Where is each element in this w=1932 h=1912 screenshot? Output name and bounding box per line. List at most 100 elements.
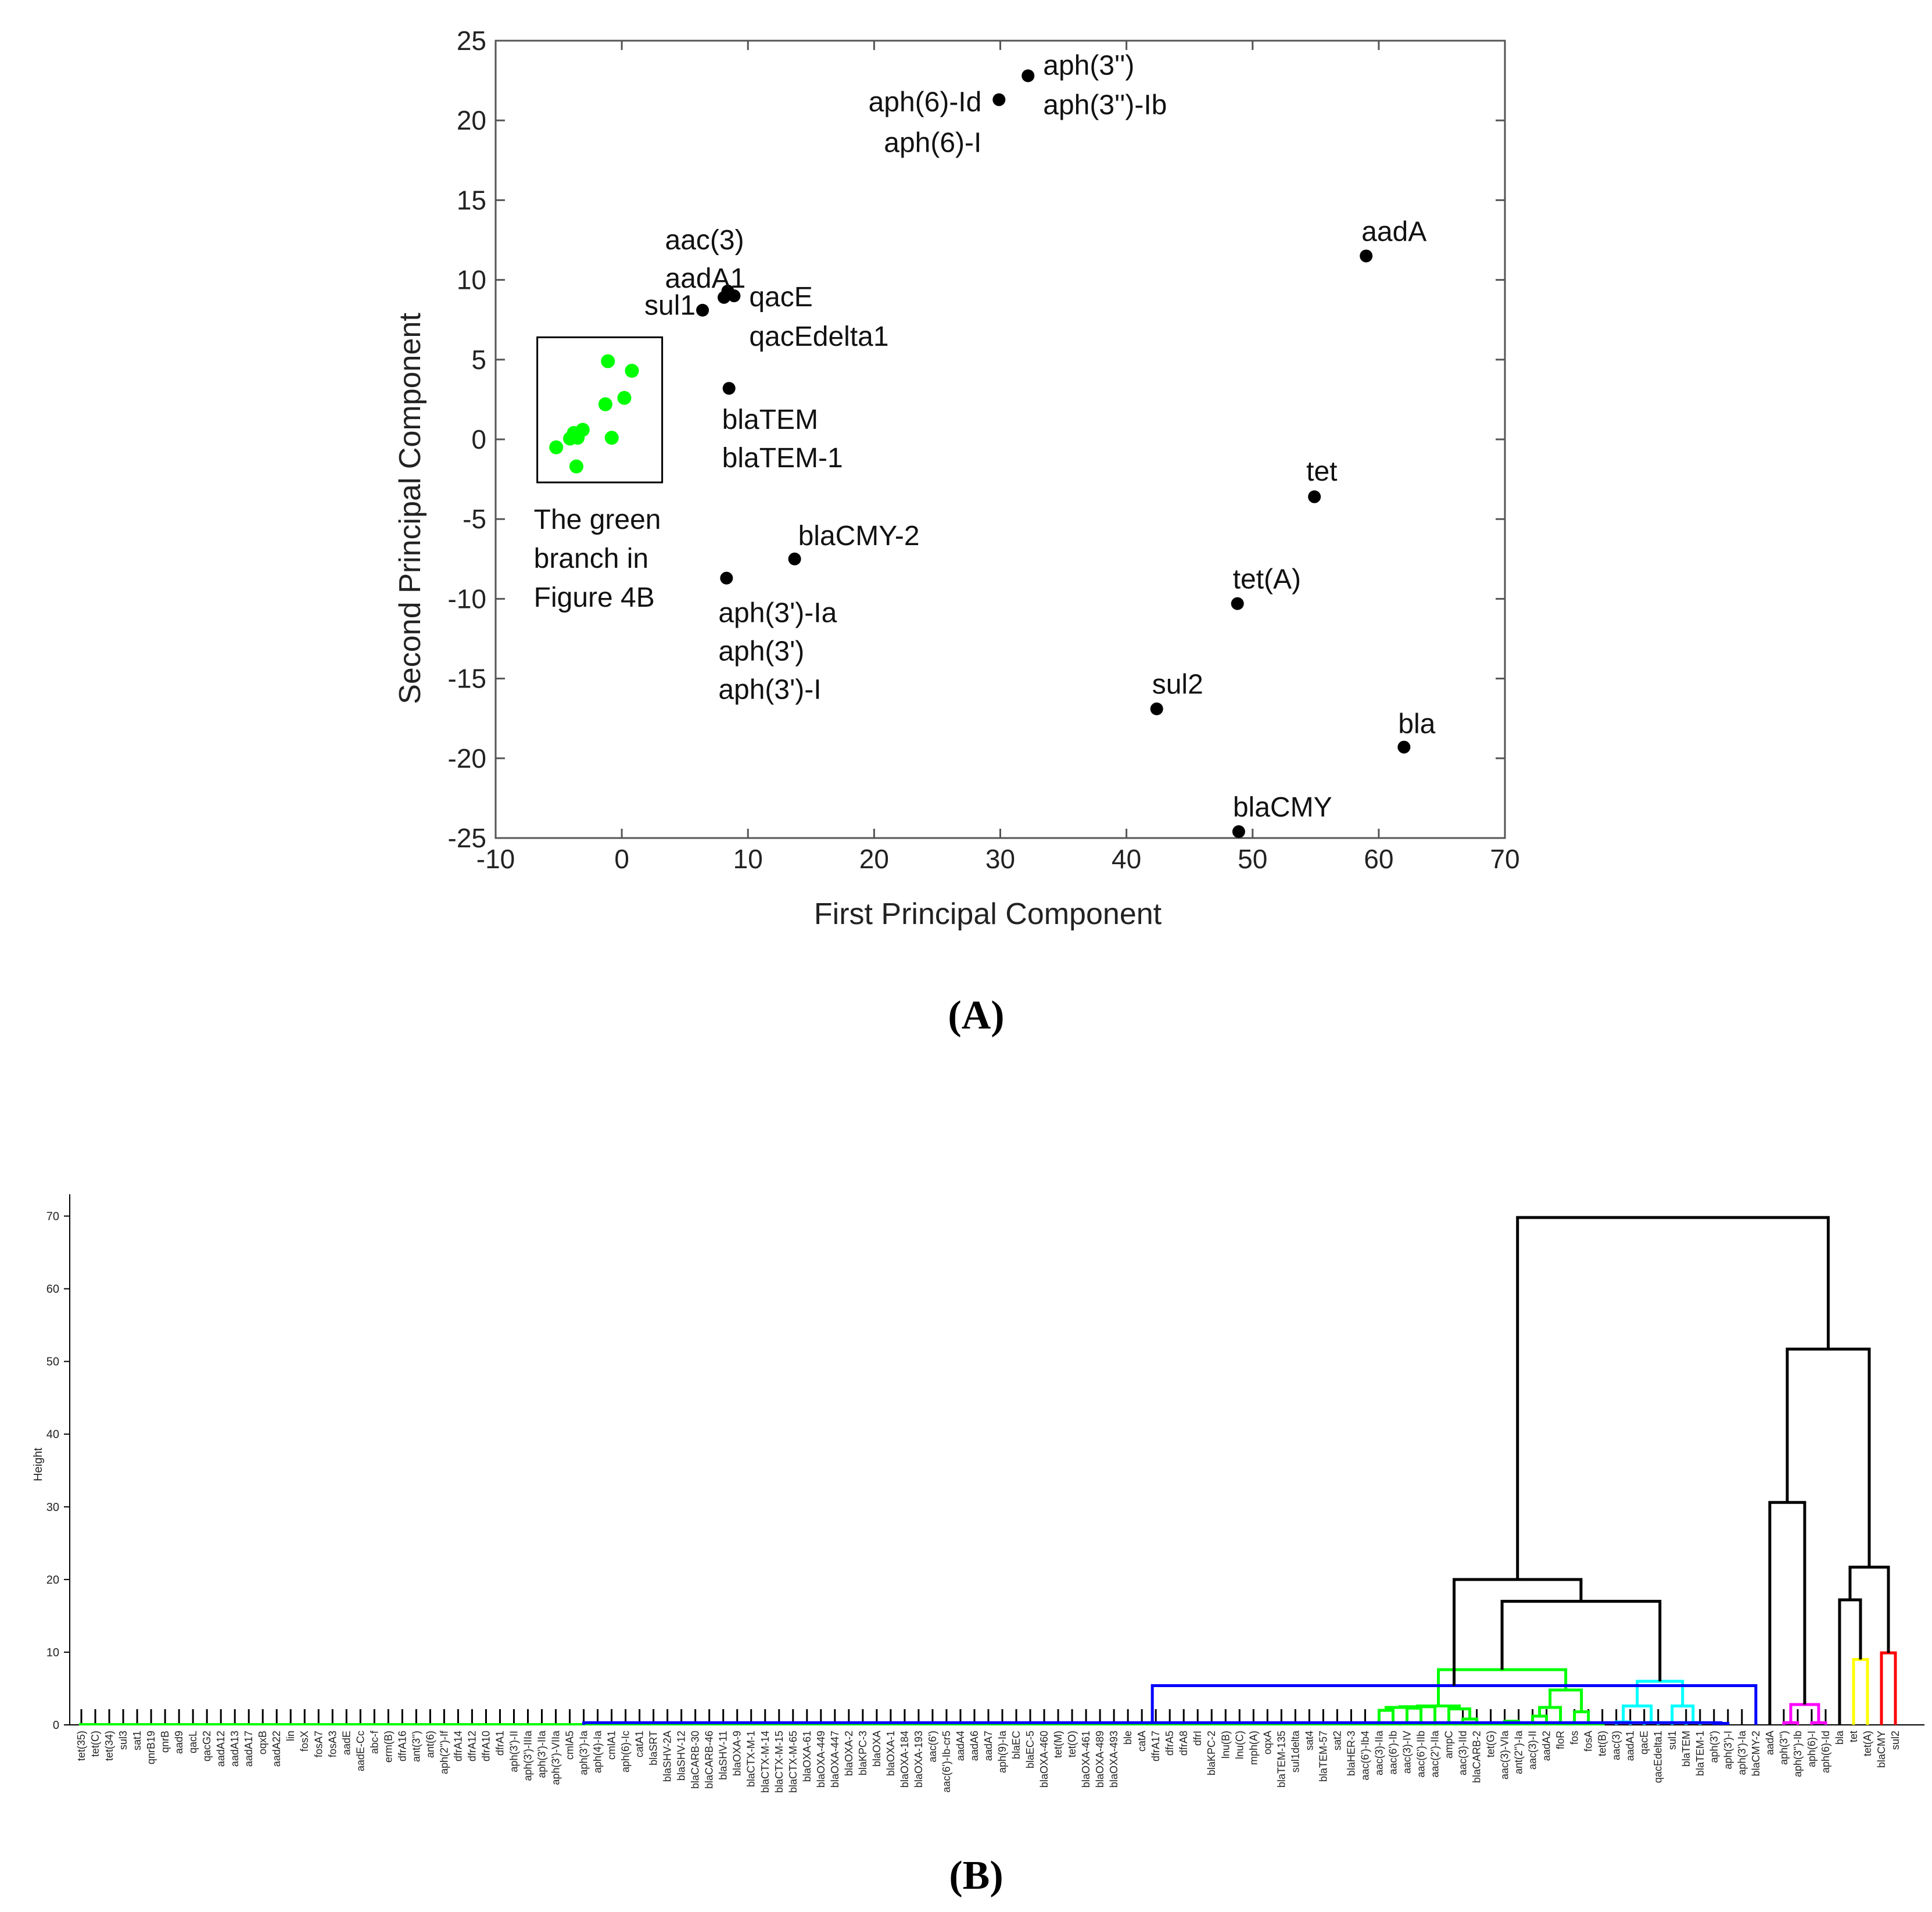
leaf-label: blaCMY-2 (1750, 1731, 1762, 1776)
y-tick-label: 25 (457, 26, 486, 56)
data-point (563, 431, 578, 446)
leaf-label: qacL (187, 1731, 199, 1753)
point-label: blaCMY (1233, 792, 1332, 823)
data-point (1397, 740, 1411, 754)
leaf-label: sat2 (1331, 1731, 1343, 1750)
magenta-link (1789, 1703, 1820, 1723)
leaf-label: aac(2')-IIa (1429, 1730, 1440, 1777)
leaf-label: fosA7 (313, 1731, 324, 1757)
leaf-label: aac(3)-VIa (1499, 1730, 1511, 1779)
leaf-label: tet(C) (89, 1731, 101, 1757)
point-label: aadA (1361, 216, 1426, 247)
point-label: aph(3') (718, 636, 804, 667)
black-link (1848, 1566, 1890, 1653)
y-tick-label: 15 (457, 185, 486, 215)
leaf-label: cmlA1 (606, 1731, 618, 1760)
y-tick-label: -20 (448, 743, 486, 774)
leaf-label: blaOXA-461 (1080, 1731, 1092, 1788)
leaf-label: aph(3'')-Ib (1792, 1731, 1804, 1777)
y-tick-label: 0 (471, 424, 486, 454)
leaf-label: tet(M) (1052, 1731, 1064, 1758)
cyan-link (1622, 1704, 1653, 1723)
leaf-label: blaOXA-61 (801, 1731, 813, 1782)
leaf-label: aph(6)-I (1806, 1731, 1818, 1767)
dendro-y-tick-label: 60 (46, 1283, 59, 1296)
leaf-label: aac(3) (1611, 1731, 1622, 1760)
leaf-label: dfrA17 (1150, 1731, 1162, 1761)
leaf-label: lin (285, 1731, 296, 1741)
leaf-label: aadA4 (955, 1731, 966, 1761)
leaf-label: blaOXA-1 (885, 1731, 897, 1776)
annotation-line: Figure 4B (534, 582, 655, 613)
leaf-label: aph(3')-IIa (536, 1730, 548, 1778)
leaf-label: tet(A) (1862, 1731, 1873, 1756)
leaf-label: aph(3')-II (508, 1731, 519, 1772)
cyan-link (1636, 1680, 1684, 1706)
data-point (992, 93, 1006, 106)
x-axis-label: First Principal Component (814, 897, 1162, 931)
leaf-label: aph(4)-Ia (592, 1730, 604, 1773)
leaf-label: aadA22 (271, 1731, 282, 1767)
data-point (601, 354, 615, 368)
leaf-label: catA1 (634, 1731, 646, 1757)
leaf-label: aac(3)-II (1527, 1731, 1539, 1770)
dendro-y-tick-label: 0 (53, 1719, 59, 1732)
data-point (1150, 702, 1163, 715)
dendro-y-tick-label: 50 (46, 1356, 59, 1369)
leaf-label: blaTEM-57 (1317, 1731, 1329, 1782)
leaf-label: aac(6')-Ib4 (1359, 1731, 1371, 1780)
leaf-label: fosA3 (327, 1731, 338, 1757)
leaf-label: dfrI (1192, 1731, 1203, 1746)
leaf-label: qacG2 (201, 1731, 213, 1761)
leaf-label: catA (1136, 1731, 1148, 1752)
leaf-label: aph(6)-Ic (620, 1731, 632, 1773)
leaf-label: oqxA (1261, 1731, 1273, 1755)
point-label: aph(6)-Id (869, 87, 982, 118)
leaf-label: blaOXA-2 (843, 1731, 855, 1776)
black-link (1516, 1216, 1830, 1580)
data-point (722, 382, 736, 395)
leaf-label: blaOXA-449 (815, 1731, 827, 1788)
leaf-label: blaKPC-2 (1206, 1731, 1217, 1775)
leaf-label: tet(G) (1485, 1731, 1497, 1757)
leaf-label: tet(O) (1066, 1731, 1078, 1757)
data-point (549, 440, 564, 454)
leaf-label: aph(3') (1708, 1731, 1720, 1763)
x-tick-label: -10 (476, 844, 515, 874)
leaf-label: aac(3)-IIa (1373, 1730, 1385, 1775)
point-label: tet (1306, 456, 1337, 487)
leaf-label: blaOXA-493 (1108, 1731, 1120, 1788)
leaf-label: bla (1834, 1730, 1845, 1745)
dendro-y-tick-label: 70 (46, 1211, 59, 1223)
leaf-label: qnrB19 (145, 1731, 157, 1764)
leaf-label: aph(3')-IIIa (522, 1730, 533, 1781)
leaf-label: tet(35) (76, 1731, 87, 1761)
y-tick-label: -5 (463, 504, 486, 534)
leaf-label: blaHER-3 (1345, 1731, 1357, 1776)
x-tick-label: 60 (1364, 844, 1393, 874)
y-tick-label: -15 (448, 664, 486, 694)
point-label: aadA1 (665, 263, 746, 294)
leaf-label: blaOXA-447 (829, 1731, 841, 1788)
leaf-label: qnrB (159, 1731, 171, 1753)
leaf-label: dfrA1 (494, 1731, 506, 1756)
leaf-label: blaEC-5 (1024, 1731, 1036, 1768)
magenta-link (1810, 1721, 1827, 1725)
leaf-label: dfrA5 (1164, 1731, 1175, 1756)
scatter-plot: -10 0 10 20 30 40 50 60 702520151050-5-10-15-20-… (448, 26, 1520, 874)
leaf-label: sat4 (1303, 1731, 1315, 1750)
leaf-label: aadA12 (215, 1731, 227, 1767)
leaf-label: blaTEM (1680, 1731, 1692, 1767)
x-tick-label: 0 (614, 844, 629, 874)
data-point (1021, 69, 1035, 83)
yellow-link (1852, 1657, 1869, 1725)
data-point (617, 391, 632, 405)
leaf-label: aph(2'')-If (438, 1730, 450, 1774)
leaf-label: aadA6 (969, 1731, 980, 1761)
black-link (1768, 1501, 1806, 1725)
leaf-label: qacEdelta1 (1653, 1731, 1664, 1783)
leaf-label: aadA13 (229, 1731, 241, 1767)
leaf-label: aph(3')-I (1722, 1731, 1734, 1769)
leaf-label: blaCTX-M-1 (745, 1731, 757, 1787)
